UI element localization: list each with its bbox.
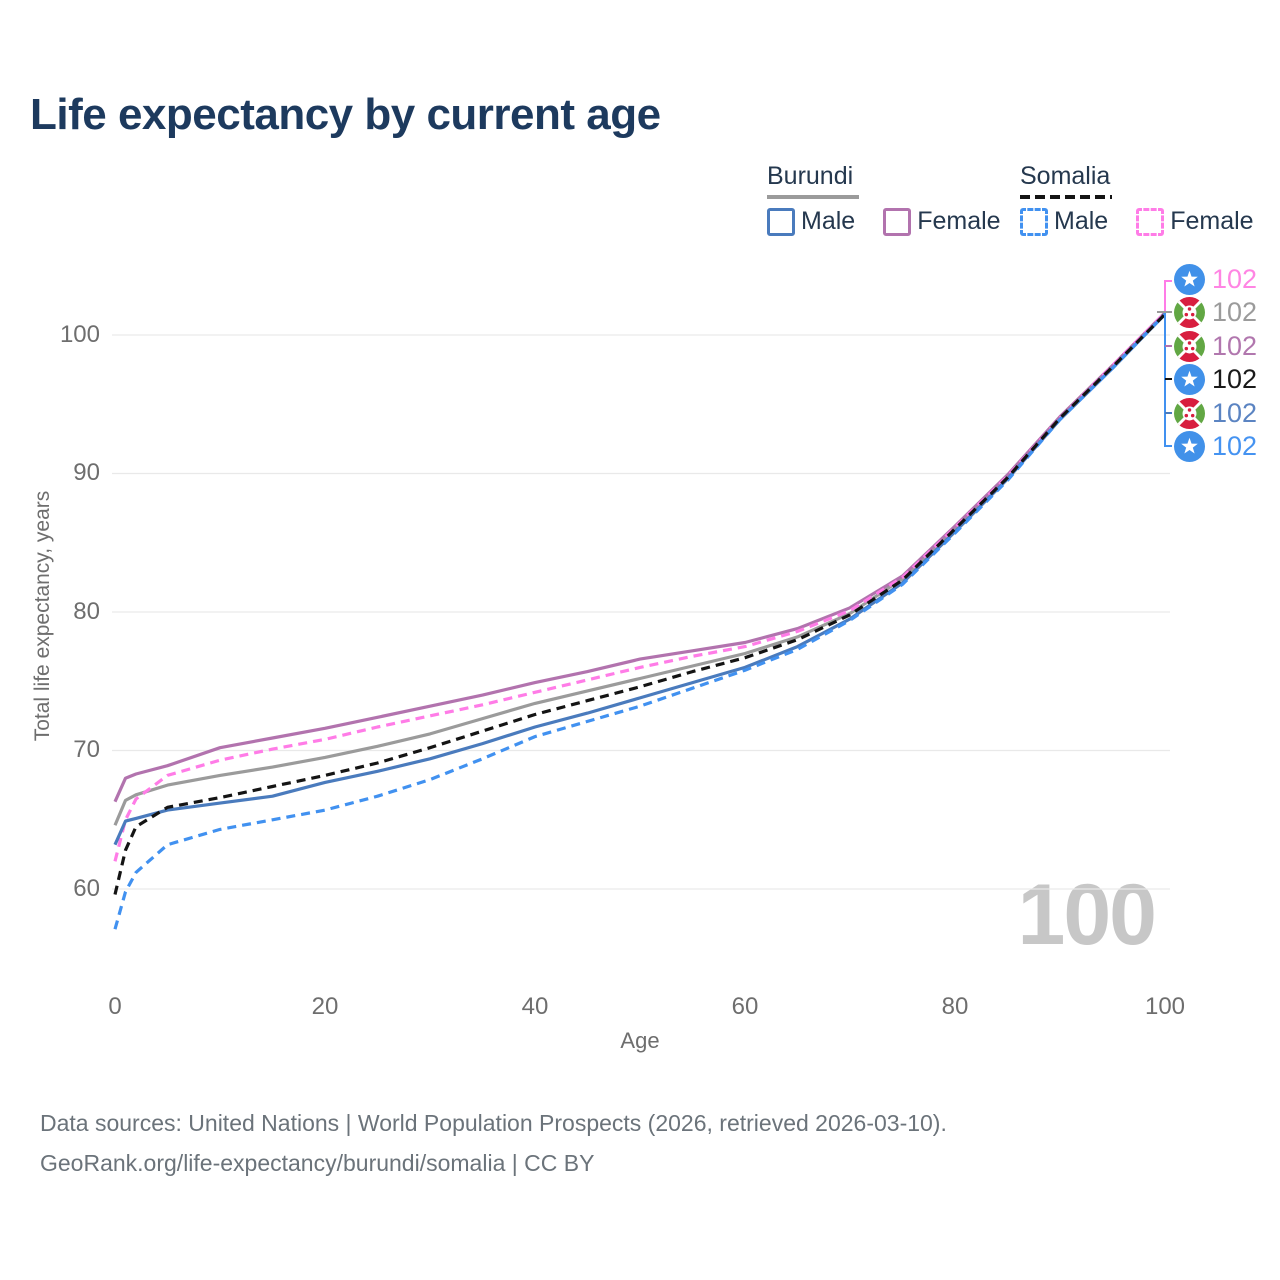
x-tick-label: 100 (1144, 993, 1186, 1020)
legend-group-somalia: Somalia Male Female (1020, 162, 1254, 236)
end-value: 102 (1212, 296, 1258, 327)
series-line-somalia-both-sexes (113, 313, 1167, 895)
legend: Burundi Male Female Somalia Male Female (0, 162, 1280, 242)
series-line-somalia-female (113, 311, 1167, 862)
legend-group-burundi: Burundi Male Female (767, 162, 1001, 236)
end-label-somalia-female[interactable]: 102 (1174, 263, 1257, 295)
burundi-flag-icon (1174, 331, 1205, 362)
attribution-link[interactable]: GeoRank.org/life-expectancy/burundi/soma… (40, 1150, 595, 1176)
burundi-male-label[interactable]: Male (801, 207, 856, 235)
end-label-somalia-male[interactable]: 102 (1174, 430, 1257, 462)
end-value: 102 (1212, 330, 1258, 361)
x-tick-label: 80 (941, 993, 969, 1020)
burundi-flag-icon (1174, 297, 1205, 328)
burundi-line-style-sample (767, 195, 859, 199)
x-tick-label: 60 (731, 993, 759, 1020)
burundi-male-swatch[interactable] (767, 207, 795, 236)
legend-country-somalia: Somalia (1020, 162, 1111, 190)
x-tick-label: 40 (521, 993, 549, 1020)
somalia-line-style-sample (1020, 195, 1112, 199)
end-value: 102 (1212, 430, 1258, 461)
x-tick-label: 20 (311, 993, 339, 1020)
page-title: Life expectancy by current age (30, 90, 661, 139)
end-value: 102 (1212, 263, 1258, 294)
end-value: 102 (1212, 363, 1258, 394)
somalia-flag-icon (1174, 430, 1205, 462)
series-line-burundi-both-sexes (113, 311, 1167, 826)
current-age-indicator: 100 (1017, 867, 1158, 963)
burundi-female-swatch[interactable] (883, 207, 912, 236)
somalia-male-swatch[interactable] (1020, 207, 1048, 236)
y-tick-label: 80 (73, 598, 100, 625)
y-tick-label: 100 (59, 321, 100, 348)
series-line-burundi-female (113, 311, 1167, 803)
y-tick-label: 90 (73, 459, 100, 486)
y-tick-label: 70 (73, 736, 100, 763)
series-line-somalia-male (113, 313, 1167, 930)
end-label-burundi-female[interactable]: 102 (1174, 330, 1257, 362)
end-label-burundi-both[interactable]: 102 (1174, 296, 1257, 328)
x-axis-title: Age (620, 1028, 660, 1053)
somalia-female-swatch[interactable] (1136, 207, 1165, 236)
series-line-burundi-male (113, 313, 1167, 846)
data-sources-text: Data sources: United Nations | World Pop… (40, 1110, 947, 1136)
x-tick-label: 0 (108, 993, 122, 1020)
y-tick-label: 60 (73, 875, 100, 902)
end-label-somalia-both[interactable]: 102 (1174, 363, 1257, 395)
somalia-male-label[interactable]: Male (1054, 207, 1109, 235)
somalia-flag-icon (1174, 363, 1205, 395)
legend-country-burundi: Burundi (767, 162, 854, 190)
end-value: 102 (1212, 397, 1258, 428)
end-label-burundi-male[interactable]: 102 (1174, 397, 1257, 429)
somalia-female-label[interactable]: Female (1170, 207, 1254, 235)
burundi-flag-icon (1174, 398, 1205, 429)
burundi-female-label[interactable]: Female (917, 207, 1001, 235)
somalia-flag-icon (1174, 263, 1205, 295)
